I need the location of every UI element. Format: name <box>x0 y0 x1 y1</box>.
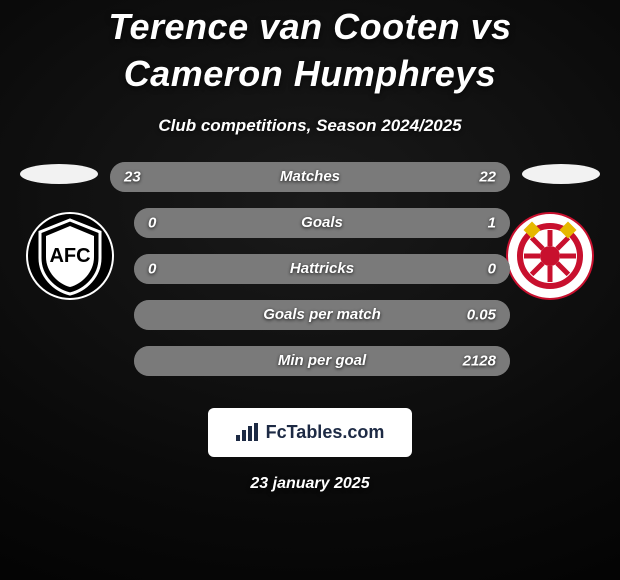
compare-area: AFC Matches 23 22 Goals 0 1 Hattricks 0 0 Goals p… <box>0 162 620 402</box>
stat-bar-row: Min per goal 2128 <box>134 346 510 376</box>
stat-bar-row: Hattricks 0 0 <box>134 254 510 284</box>
stat-bar-label: Min per goal <box>278 352 366 369</box>
infographic-content: Terence van Cooten vs Cameron Humphreys … <box>0 0 620 580</box>
subtitle: Club competitions, Season 2024/2025 <box>158 116 461 136</box>
stat-bar-label: Goals <box>301 214 343 231</box>
stat-bar-value-left: 0 <box>148 214 156 231</box>
bar-chart-icon <box>236 423 258 441</box>
club-badge-left: AFC <box>26 212 114 300</box>
stat-bar-value-right: 1 <box>488 214 496 231</box>
player-right-ellipse <box>522 164 600 184</box>
stat-bar-fill-left <box>134 346 157 376</box>
page-title: Terence van Cooten vs Cameron Humphreys <box>0 4 620 98</box>
stat-bar-value-right: 2128 <box>463 352 496 369</box>
fctables-logo: FcTables.com <box>208 408 413 457</box>
stat-bar-label: Goals per match <box>263 306 381 323</box>
stat-bar-row: Matches 23 22 <box>110 162 510 192</box>
stat-bar-value-right: 22 <box>479 168 496 185</box>
stat-bar-value-left: 0 <box>148 260 156 277</box>
stat-bar-fill-left <box>134 300 157 330</box>
stat-bar-row: Goals 0 1 <box>134 208 510 238</box>
fctables-logo-text: FcTables.com <box>266 422 385 443</box>
player-left-ellipse <box>20 164 98 184</box>
svg-text:AFC: AFC <box>49 245 90 267</box>
stat-bars: Matches 23 22 Goals 0 1 Hattricks 0 0 Goals per m… <box>110 162 510 376</box>
stat-bar-value-right: 0 <box>488 260 496 277</box>
club-badge-right <box>506 212 594 300</box>
stat-bar-value-left: 23 <box>124 168 141 185</box>
stat-bar-value-right: 0.05 <box>467 306 496 323</box>
date-label: 23 january 2025 <box>250 475 369 493</box>
stat-bar-label: Matches <box>280 168 340 185</box>
stat-bar-row: Goals per match 0.05 <box>134 300 510 330</box>
stat-bar-label: Hattricks <box>290 260 354 277</box>
